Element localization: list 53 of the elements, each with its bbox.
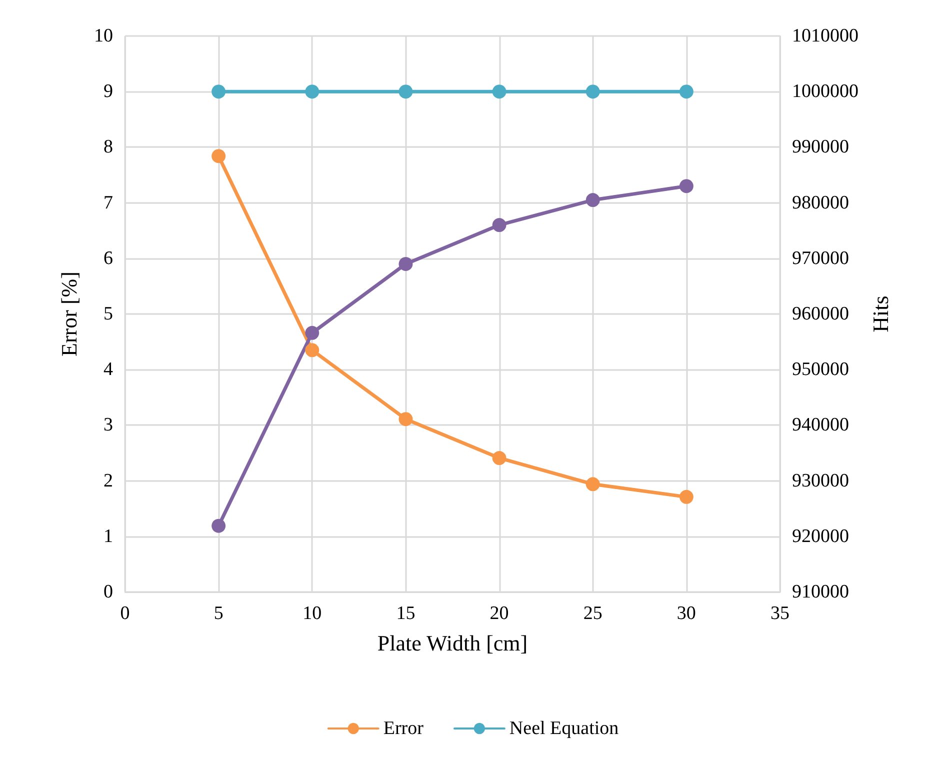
point — [212, 149, 226, 164]
y2-tick-label: 1000000 — [792, 81, 858, 102]
y-tick-label: 1 — [104, 526, 113, 547]
y2-tick-label: 930000 — [792, 470, 849, 492]
x-tick-label: 5 — [214, 603, 224, 624]
point — [586, 193, 600, 208]
y2-tick-label: 980000 — [792, 192, 849, 214]
x-tick-label: 25 — [583, 603, 602, 624]
legend-label: Error — [383, 718, 424, 739]
point — [492, 84, 506, 99]
y2-tick-label: 940000 — [792, 414, 849, 436]
point — [586, 84, 600, 99]
y-tick-label: 7 — [104, 192, 113, 214]
y-tick-label: 6 — [104, 248, 113, 269]
y-tick-label: 5 — [104, 304, 113, 324]
y-tick-label: 8 — [104, 136, 113, 158]
y-tick-label: 2 — [104, 470, 113, 492]
y2-tick-label: 970000 — [792, 248, 849, 269]
point — [305, 343, 320, 358]
y-tick-label: 4 — [104, 359, 114, 380]
y2-tick-label: 1010000 — [792, 26, 858, 46]
x-axis-title: Plate Width [cm] — [377, 630, 528, 656]
point — [398, 256, 413, 271]
x-tick-label: 35 — [770, 603, 790, 624]
y2-tick-label: 950000 — [792, 359, 849, 380]
point — [586, 477, 600, 492]
x-tick-label: 30 — [676, 603, 696, 624]
y-tick-label: 9 — [104, 81, 113, 102]
point — [679, 84, 694, 99]
point — [305, 326, 320, 340]
x-tick-label: 15 — [396, 603, 416, 624]
point — [212, 84, 226, 99]
y2-axis-title: Hits — [868, 296, 893, 332]
y-tick-label: 3 — [104, 414, 113, 436]
y2-tick-label: 960000 — [792, 304, 849, 324]
x-tick-label: 0 — [120, 603, 130, 624]
x-tick-label: 20 — [490, 603, 509, 624]
point — [679, 490, 694, 504]
y-axis-title: Error [%] — [56, 272, 82, 356]
point — [398, 84, 413, 99]
point — [305, 84, 320, 99]
y2-tick-label: 920000 — [792, 526, 849, 547]
y2-tick-label: 910000 — [792, 582, 849, 602]
point — [679, 179, 694, 194]
point — [398, 412, 413, 426]
y2-tick-label: 990000 — [792, 136, 849, 158]
y-tick-label: 10 — [94, 26, 113, 46]
legend-label: Neel Equation — [509, 718, 620, 739]
point — [492, 218, 506, 232]
point — [492, 451, 506, 465]
x-tick-label: 10 — [302, 603, 322, 624]
y-tick-label: 0 — [104, 582, 113, 602]
point — [212, 518, 226, 533]
